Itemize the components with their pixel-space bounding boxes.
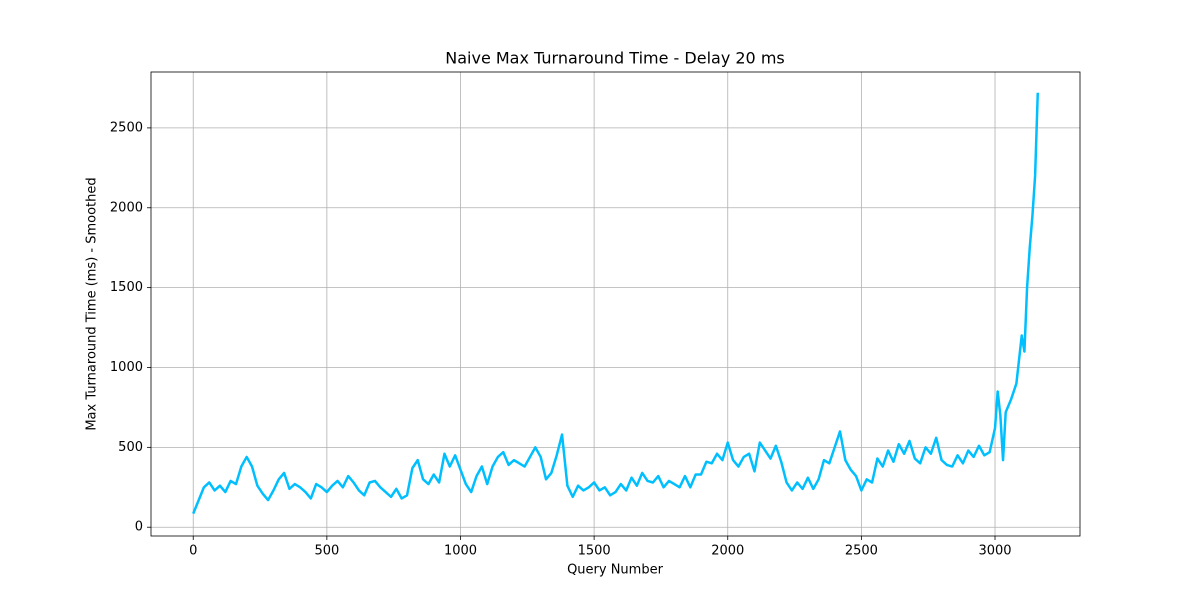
x-tick-label: 3000 — [978, 544, 1011, 559]
x-tick-label: 1500 — [578, 544, 611, 559]
x-tick-label: 2500 — [845, 544, 878, 559]
y-axis-label: Max Turnaround Time (ms) - Smoothed — [85, 177, 100, 430]
y-tick-label: 500 — [118, 440, 143, 455]
x-tick-label: 2000 — [711, 544, 744, 559]
x-axis-label: Query Number — [567, 563, 664, 578]
x-tick-label: 500 — [314, 544, 339, 559]
y-tick-label: 0 — [135, 520, 143, 535]
x-tick-label: 1000 — [444, 544, 477, 559]
y-tick-label: 1500 — [110, 280, 143, 295]
plot-frame — [150, 71, 1081, 537]
data-line — [192, 92, 1040, 515]
y-tick-label: 2000 — [110, 200, 143, 215]
x-tick-label: 0 — [189, 544, 197, 559]
chart-title: Naive Max Turnaround Time - Delay 20 ms — [445, 49, 784, 68]
y-tick-label: 1000 — [110, 360, 143, 375]
y-tick-label: 2500 — [110, 120, 143, 135]
